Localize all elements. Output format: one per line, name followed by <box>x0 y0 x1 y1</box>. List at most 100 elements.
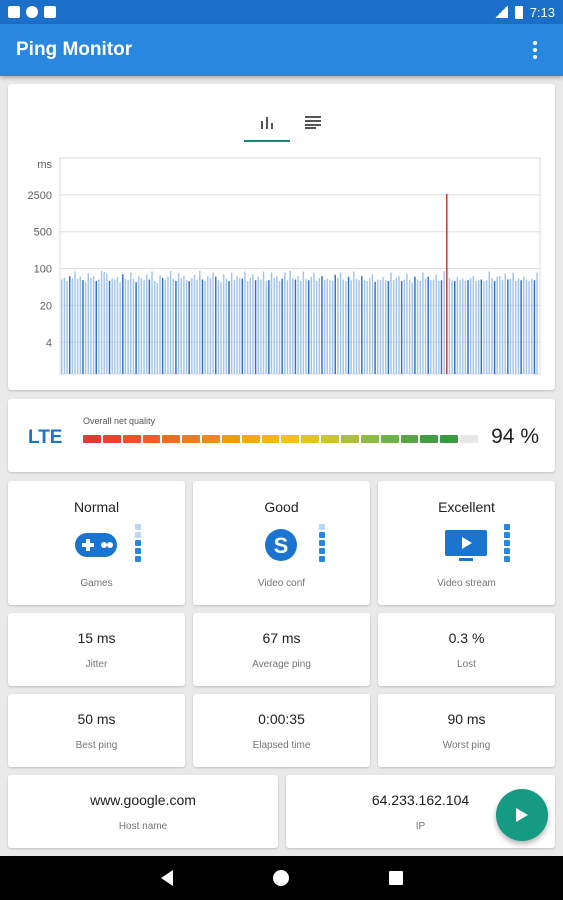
tile-caption: Games <box>80 578 113 589</box>
ping-bar <box>323 280 326 374</box>
ping-bar <box>270 272 273 374</box>
tile-title: Normal <box>73 499 120 515</box>
ping-bar <box>130 272 132 374</box>
ping-bar <box>273 278 275 374</box>
ping-bar <box>230 272 233 374</box>
ping-bar <box>496 276 498 374</box>
ping-bar <box>390 272 392 374</box>
ping-bar <box>124 278 127 374</box>
ping-bar <box>228 281 230 374</box>
tab-chart[interactable] <box>244 102 290 142</box>
net-quality-card: LTE Overall net quality 94 % <box>8 399 555 472</box>
ping-bar <box>191 278 193 374</box>
host-card[interactable]: www.google.com Host name <box>8 775 278 848</box>
quality-meter <box>83 435 478 443</box>
ping-bar <box>369 278 371 374</box>
stat-label: Lost <box>457 659 476 670</box>
ping-bar <box>294 279 297 374</box>
list-icon <box>305 115 321 129</box>
quality-segment <box>321 435 339 443</box>
ping-bar <box>313 272 315 374</box>
host-name-value: www.google.com <box>90 792 196 808</box>
ping-bar <box>284 272 286 374</box>
ping-bar <box>98 279 100 374</box>
ping-bar <box>138 276 140 374</box>
level-step <box>135 540 141 546</box>
quality-segment <box>360 435 379 443</box>
ping-bar <box>92 276 95 374</box>
ping-bar <box>377 279 379 374</box>
suitability-level <box>319 524 325 562</box>
ping-bar <box>161 278 164 374</box>
tile-caption: Video stream <box>437 578 496 589</box>
start-button[interactable] <box>496 789 548 841</box>
tab-list[interactable] <box>290 102 336 142</box>
y-tick-label: 500 <box>34 227 52 239</box>
ping-bar <box>87 273 90 374</box>
ping-bar <box>358 280 360 374</box>
host-name-label: Host name <box>118 821 168 832</box>
ping-bar <box>459 280 461 374</box>
ping-bar <box>318 278 321 374</box>
sd-card-icon <box>44 6 56 18</box>
ping-bar <box>305 278 307 374</box>
level-step <box>504 540 510 546</box>
level-step <box>504 524 510 530</box>
ping-bar <box>286 280 289 374</box>
nav-recents-button[interactable] <box>376 858 416 898</box>
level-step <box>319 540 325 546</box>
nav-back-button[interactable] <box>147 858 187 898</box>
quality-label: Overall net quality <box>83 416 156 426</box>
status-time: 7:13 <box>529 4 555 20</box>
ping-bar <box>122 274 124 374</box>
ping-bar <box>475 281 477 374</box>
ping-chart-card: ms 4 20 100 500 2500 <box>8 84 555 390</box>
ping-bar <box>289 270 291 374</box>
ping-bar <box>260 279 262 374</box>
ping-bar <box>172 278 174 374</box>
quality-segment <box>261 435 280 443</box>
ping-bar <box>467 280 469 374</box>
stat-label: Elapsed time <box>252 740 311 751</box>
ping-bar <box>430 280 432 374</box>
ping-bar <box>408 280 411 374</box>
ping-bar <box>334 274 336 374</box>
ping-bar <box>100 270 103 374</box>
ping-bar <box>300 281 302 374</box>
ping-bar <box>353 271 355 374</box>
stat-value: 50 ms <box>77 711 116 727</box>
ping-bar <box>193 274 196 374</box>
ping-bar <box>321 276 323 374</box>
ping-bar <box>164 280 167 374</box>
ping-bar <box>403 279 406 374</box>
stat-lost: 0.3 % Lost <box>378 613 555 686</box>
quality-segment <box>202 435 220 443</box>
ping-bar <box>485 280 488 374</box>
ping-bar <box>350 280 352 374</box>
ping-bar <box>204 281 206 374</box>
ping-bar <box>207 276 209 374</box>
stat-worst-ping: 90 ms Worst ping <box>378 694 555 767</box>
y-unit-label: ms <box>37 159 52 171</box>
ping-bar <box>180 278 182 374</box>
svg-text:S: S <box>274 533 289 558</box>
overflow-menu-icon[interactable] <box>523 38 547 62</box>
ping-bar <box>103 272 105 374</box>
ping-bar <box>379 280 382 374</box>
ping-bar <box>201 279 204 374</box>
ping-bar <box>504 273 506 374</box>
ping-bar <box>257 276 259 374</box>
ping-bar <box>254 280 257 374</box>
ping-bar <box>398 276 400 374</box>
ping-bar <box>148 279 151 374</box>
ping-bar <box>374 281 376 374</box>
ping-bar <box>119 282 121 374</box>
ping-bar <box>241 278 244 374</box>
nav-home-button[interactable] <box>261 858 301 898</box>
ping-bar <box>472 276 475 374</box>
ping-bar <box>71 278 74 374</box>
ping-bar <box>345 281 347 374</box>
stat-value: 0:00:35 <box>258 711 305 727</box>
level-step <box>319 556 325 562</box>
quality-segment <box>142 435 161 443</box>
